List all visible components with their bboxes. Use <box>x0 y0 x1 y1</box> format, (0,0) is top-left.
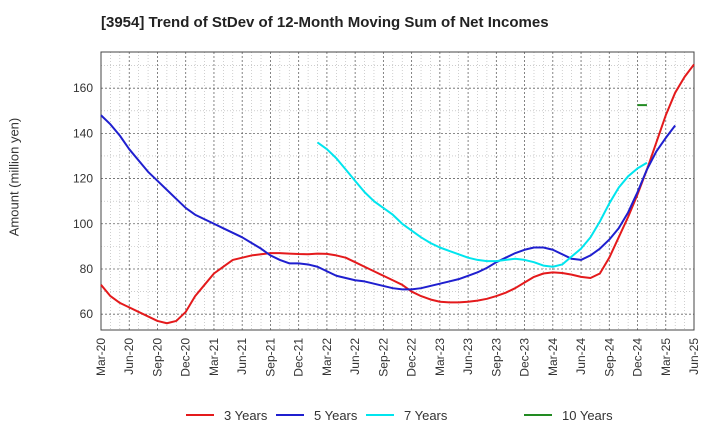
x-tick-label: Jun-25 <box>687 338 701 375</box>
x-tick-label: Dec-24 <box>631 338 645 377</box>
x-tick-label: Jun-23 <box>461 338 475 375</box>
x-tick-label: Mar-20 <box>94 338 108 376</box>
x-tick-label: Sep-22 <box>376 338 390 377</box>
series-line <box>100 63 695 325</box>
x-tick-label: Dec-22 <box>405 338 419 377</box>
x-tick-label: Jun-20 <box>122 338 136 375</box>
series-line <box>100 114 676 291</box>
legend-label: 7 Years <box>404 408 448 423</box>
legend-label: 10 Years <box>562 408 613 423</box>
legend-label: 5 Years <box>314 408 358 423</box>
series-line <box>316 141 648 268</box>
plot-area <box>101 52 694 330</box>
y-tick-label: 100 <box>73 217 93 231</box>
y-tick-label: 140 <box>73 126 93 140</box>
chart-title: [3954] Trend of StDev of 12-Month Moving… <box>101 14 549 31</box>
x-tick-label: Sep-20 <box>150 338 164 377</box>
y-tick-label: 120 <box>73 172 93 186</box>
x-tick-label: Dec-21 <box>292 338 306 377</box>
x-tick-label: Dec-23 <box>518 338 532 377</box>
x-tick-label: Sep-21 <box>263 338 277 377</box>
x-tick-label: Mar-24 <box>546 338 560 376</box>
x-tick-label: Mar-25 <box>659 338 673 376</box>
legend-label: 3 Years <box>224 408 268 423</box>
x-tick-label: Jun-22 <box>348 338 362 375</box>
x-tick-label: Sep-24 <box>602 338 616 377</box>
y-tick-label: 80 <box>80 262 94 276</box>
x-tick-label: Mar-22 <box>320 338 334 376</box>
plot-frame <box>100 51 695 331</box>
x-tick-label: Jun-24 <box>574 338 588 375</box>
y-tick-label: 160 <box>73 81 93 95</box>
x-tick-label: Mar-23 <box>433 338 447 376</box>
y-tick-label: 60 <box>80 307 94 321</box>
x-tick-label: Mar-21 <box>207 338 221 376</box>
x-tick-label: Jun-21 <box>235 338 249 375</box>
x-tick-label: Sep-23 <box>489 338 503 377</box>
x-tick-label: Dec-20 <box>179 338 193 377</box>
